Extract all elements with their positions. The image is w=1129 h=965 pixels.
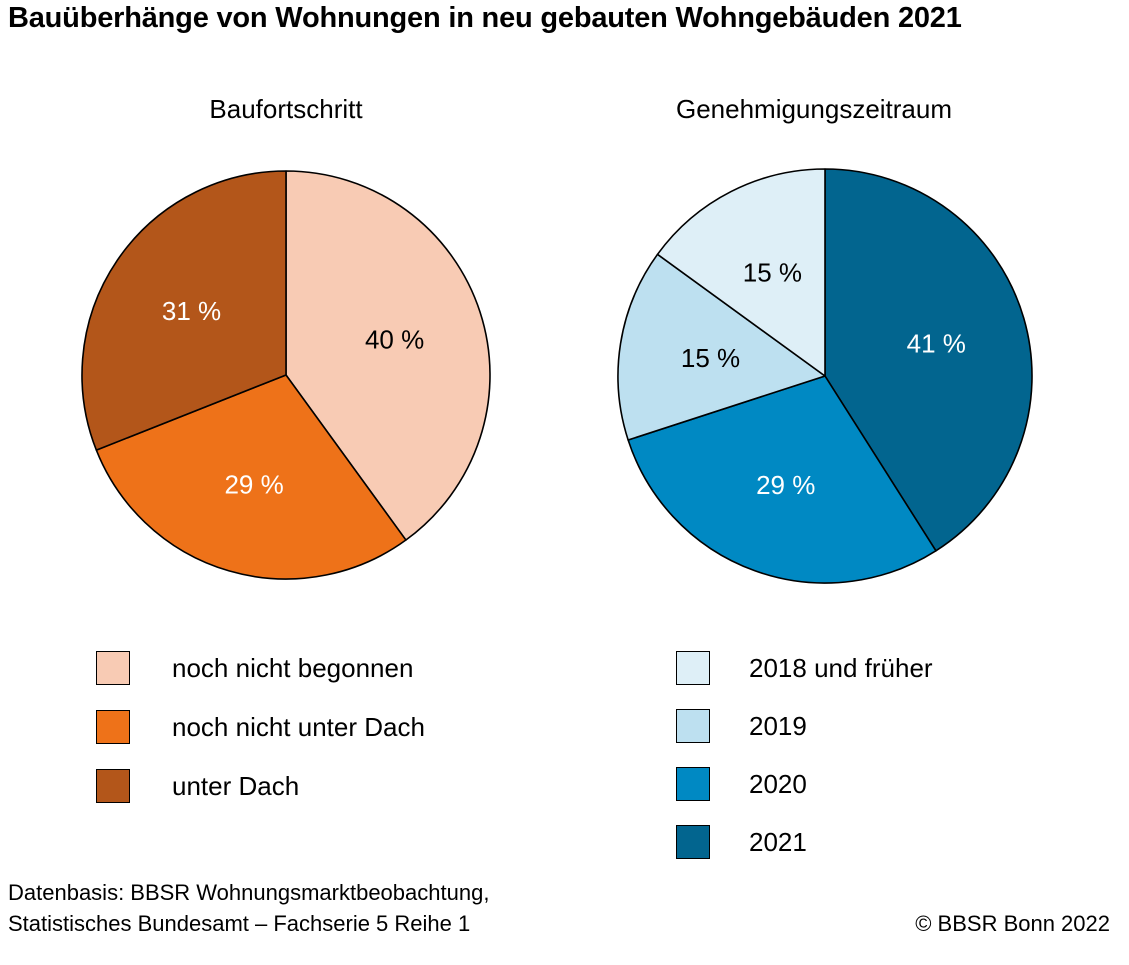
- legend-label: 2020: [749, 769, 807, 799]
- pie-title-genehmigungszeitraum: Genehmigungszeitraum: [675, 94, 953, 124]
- pie-title-baufortschritt: Baufortschritt: [209, 94, 363, 124]
- legend-swatch: [676, 709, 710, 743]
- data-label-noch-nicht-unter-dach: 29 %: [224, 470, 283, 500]
- legend-swatch: [96, 769, 130, 803]
- legend-swatch: [96, 710, 130, 744]
- data-label-2018-und-frueher: 15 %: [743, 258, 802, 288]
- legend-label: 2018 und früher: [749, 653, 933, 683]
- source-line-1: Datenbasis: BBSR Wohnungsmarktbeobachtun…: [8, 880, 490, 905]
- legend-swatch: [676, 767, 710, 801]
- legend-label: 2019: [749, 711, 807, 741]
- pie-slice-unter-dach: [81, 170, 287, 451]
- pie-genehmigungszeitraum: 41 % 29 % 15 % 15 %: [617, 168, 1033, 584]
- source-line-2: Statistisches Bundesamt – Fachserie 5 Re…: [8, 911, 471, 936]
- data-label-unter-dach: 31 %: [162, 296, 221, 326]
- copyright-notice: © BBSR Bonn 2022: [915, 911, 1110, 936]
- pie-slice-2018-und-frueher: [656, 168, 826, 377]
- pie-slice-2019: [617, 253, 826, 441]
- legend-swatch: [676, 651, 710, 685]
- data-label-noch-nicht-begonnen: 40 %: [365, 325, 424, 355]
- pie-baufortschritt: 40 % 29 % 31 %: [81, 170, 491, 580]
- chart-title: Bauüberhänge von Wohnungen in neu gebaut…: [8, 2, 962, 34]
- legend-label: noch nicht unter Dach: [172, 712, 425, 742]
- pie-slice-2020: [627, 375, 937, 584]
- data-label-2019: 15 %: [681, 343, 740, 373]
- legend-swatch: [676, 825, 710, 859]
- data-label-2020: 29 %: [756, 470, 815, 500]
- data-label-2021: 41 %: [907, 329, 966, 359]
- legend-label: unter Dach: [172, 771, 300, 801]
- data-source: Datenbasis: BBSR Wohnungsmarktbeobachtun…: [8, 877, 489, 939]
- legend-swatch: [96, 651, 130, 685]
- pie-slice-noch-nicht-unter-dach: [95, 374, 407, 580]
- pie-slice-2021: [824, 168, 1033, 552]
- pie-slice-noch-nicht-begonnen: [285, 170, 491, 541]
- legend-label: 2021: [749, 827, 807, 857]
- legend-label: noch nicht begonnen: [172, 653, 414, 683]
